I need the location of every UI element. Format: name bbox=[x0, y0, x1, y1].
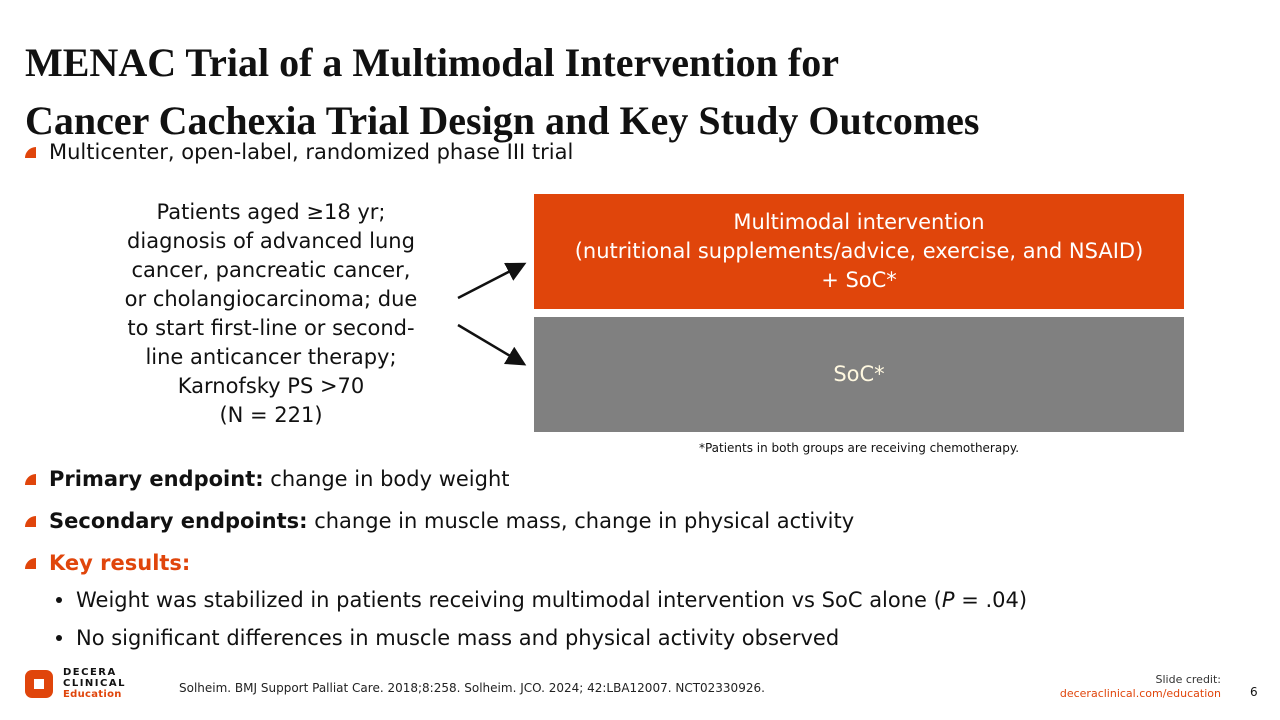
logo-line: Education bbox=[63, 689, 122, 700]
intervention-arm-box: Multimodal intervention (nutritional sup… bbox=[534, 194, 1184, 309]
control-label: SoC* bbox=[833, 362, 885, 386]
population-line: line anticancer therapy; bbox=[145, 345, 397, 369]
design-text: Multicenter, open-label, randomized phas… bbox=[49, 140, 574, 164]
footnote: *Patients in both groups are receiving c… bbox=[698, 441, 1020, 455]
population-description: Patients aged ≥18 yr; diagnosis of advan… bbox=[96, 198, 446, 430]
p-symbol: P bbox=[941, 588, 955, 612]
slide-title: MENAC Trial of a Multimodal Intervention… bbox=[25, 34, 979, 150]
bullet-icon bbox=[25, 515, 36, 527]
result-item: No significant differences in muscle mas… bbox=[56, 626, 839, 650]
population-line: (N = 221) bbox=[219, 403, 323, 427]
arm-line: Multimodal intervention bbox=[733, 210, 985, 234]
logo-line: DECERA bbox=[63, 667, 117, 678]
references: Solheim. BMJ Support Palliat Care. 2018;… bbox=[179, 681, 765, 695]
logo-line: CLINICAL bbox=[63, 678, 126, 689]
population-line: cancer, pancreatic cancer, bbox=[131, 258, 411, 282]
bullet-icon bbox=[25, 146, 36, 158]
bullet-icon bbox=[25, 473, 36, 485]
population-line: diagnosis of advanced lung bbox=[127, 229, 415, 253]
key-results: Key results: bbox=[25, 551, 190, 575]
bullet-dot-icon bbox=[56, 597, 62, 603]
title-line-2: Cancer Cachexia Trial Design and Key Stu… bbox=[25, 98, 980, 143]
arm-line: (nutritional supplements/advice, exercis… bbox=[574, 239, 1144, 263]
result-item: Weight was stabilized in patients receiv… bbox=[56, 588, 1027, 612]
secondary-text: change in muscle mass, change in physica… bbox=[307, 509, 855, 533]
p-value: = .04) bbox=[954, 588, 1028, 612]
secondary-endpoints: Secondary endpoints: change in muscle ma… bbox=[25, 509, 854, 533]
population-line: or cholangiocarcinoma; due bbox=[124, 287, 418, 311]
bullet-dot-icon bbox=[56, 635, 62, 641]
primary-endpoint: Primary endpoint: change in body weight bbox=[25, 467, 510, 491]
control-arm-box: SoC* bbox=[534, 317, 1184, 432]
arm-line: + SoC* bbox=[821, 268, 897, 292]
key-results-label: Key results: bbox=[49, 551, 191, 575]
primary-label: Primary endpoint: bbox=[49, 467, 264, 491]
design-bullet: Multicenter, open-label, randomized phas… bbox=[25, 140, 573, 164]
credit-label: Slide credit: bbox=[1155, 673, 1222, 686]
result-text: Weight was stabilized in patients receiv… bbox=[76, 588, 942, 612]
result-text: No significant differences in muscle mas… bbox=[76, 626, 840, 650]
slide-credit: Slide credit: deceraclinical.com/educati… bbox=[1060, 673, 1221, 701]
decera-logo: DECERA CLINICAL Education bbox=[25, 667, 126, 700]
primary-text: change in body weight bbox=[263, 467, 510, 491]
page-number: 6 bbox=[1250, 685, 1258, 699]
population-line: Patients aged ≥18 yr; bbox=[156, 200, 386, 224]
population-line: to start first-line or second- bbox=[127, 316, 415, 340]
population-line: Karnofsky PS >70 bbox=[177, 374, 365, 398]
bullet-icon bbox=[25, 557, 36, 569]
logo-mark-icon bbox=[25, 669, 53, 698]
title-line-1: MENAC Trial of a Multimodal Intervention… bbox=[25, 40, 840, 85]
randomization-arrows-icon bbox=[457, 262, 527, 366]
credit-link[interactable]: deceraclinical.com/education bbox=[1059, 687, 1221, 700]
secondary-label: Secondary endpoints: bbox=[49, 509, 308, 533]
